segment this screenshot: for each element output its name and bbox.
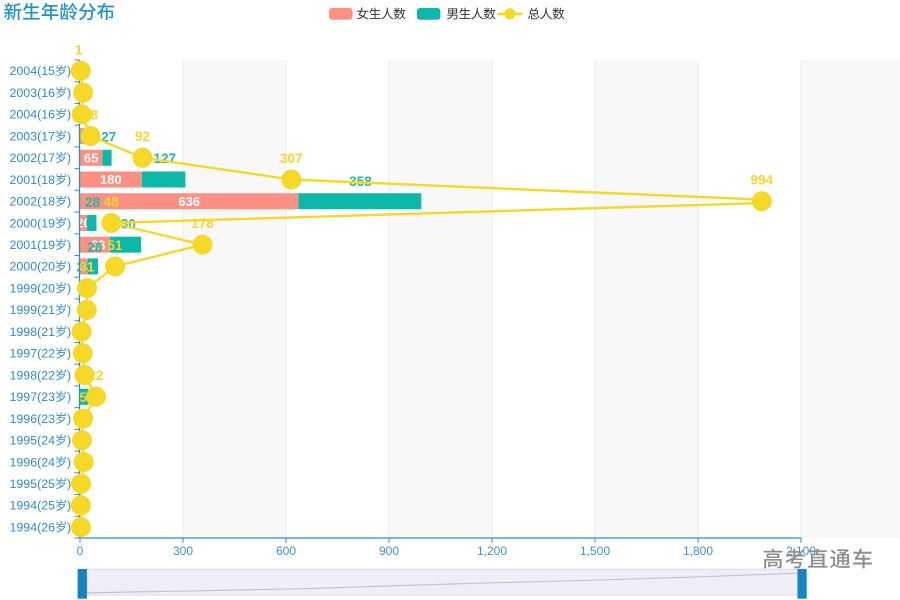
svg-text:994: 994 [751, 173, 774, 188]
svg-text:2001(18: 2001(18 [10, 173, 56, 187]
svg-text:): ) [67, 347, 71, 361]
svg-text:27: 27 [101, 129, 116, 144]
svg-text:1994(26: 1994(26 [10, 520, 56, 534]
svg-text:): ) [67, 64, 71, 78]
svg-text:1995(24: 1995(24 [10, 434, 56, 448]
svg-text:): ) [67, 434, 71, 448]
svg-text:2002(17: 2002(17 [10, 151, 56, 165]
svg-text:1994(25: 1994(25 [10, 499, 56, 513]
svg-text:): ) [67, 390, 71, 404]
svg-text:): ) [67, 303, 71, 317]
svg-text:1995(25: 1995(25 [10, 477, 56, 491]
svg-text:300: 300 [173, 544, 193, 558]
svg-text:): ) [67, 173, 71, 187]
svg-text:88: 88 [91, 237, 105, 252]
svg-text:2003(16: 2003(16 [10, 86, 56, 100]
svg-text:1,800: 1,800 [683, 544, 713, 558]
svg-text:23: 23 [77, 259, 91, 274]
svg-text:1997(22: 1997(22 [10, 347, 56, 361]
svg-text:): ) [67, 260, 71, 274]
svg-text:307: 307 [280, 151, 303, 166]
svg-text:65: 65 [84, 150, 98, 165]
svg-text:2003(17: 2003(17 [10, 129, 56, 143]
svg-text:): ) [67, 368, 71, 382]
svg-text:): ) [67, 412, 71, 426]
svg-text:): ) [67, 216, 71, 230]
svg-text:1996(23: 1996(23 [10, 412, 56, 426]
svg-text:51: 51 [107, 238, 123, 253]
svg-text:0: 0 [77, 544, 84, 558]
svg-text:2002(18: 2002(18 [10, 195, 56, 209]
svg-text:): ) [67, 108, 71, 122]
svg-text:180: 180 [100, 172, 122, 187]
svg-text:2000(19: 2000(19 [10, 216, 56, 230]
svg-text:92: 92 [135, 129, 150, 144]
svg-text:1: 1 [75, 42, 83, 57]
svg-text:2004(16: 2004(16 [10, 108, 56, 122]
svg-text:1996(24: 1996(24 [10, 455, 56, 469]
svg-text:2004(15: 2004(15 [10, 64, 56, 78]
svg-text:): ) [67, 455, 71, 469]
svg-text:1,500: 1,500 [580, 544, 610, 558]
svg-text:): ) [67, 281, 71, 295]
svg-text:81: 81 [79, 260, 95, 275]
svg-text:): ) [67, 477, 71, 491]
svg-text:178: 178 [191, 216, 214, 231]
svg-text:1997(23: 1997(23 [10, 390, 56, 404]
svg-text:): ) [67, 86, 71, 100]
svg-text:600: 600 [276, 544, 296, 558]
svg-text:): ) [67, 151, 71, 165]
svg-text:2001(19: 2001(19 [10, 238, 56, 252]
svg-text:127: 127 [153, 151, 176, 166]
svg-text:): ) [67, 129, 71, 143]
svg-text:5: 5 [79, 390, 87, 405]
svg-text:1998(21: 1998(21 [10, 325, 56, 339]
svg-text:): ) [67, 499, 71, 513]
svg-text:48: 48 [104, 194, 120, 209]
svg-text:636: 636 [178, 194, 200, 209]
svg-text:28: 28 [77, 260, 93, 275]
svg-text:28: 28 [85, 195, 101, 210]
svg-text:900: 900 [379, 544, 399, 558]
svg-text:1999(20: 1999(20 [10, 281, 56, 295]
svg-text:): ) [67, 195, 71, 209]
svg-text:1,200: 1,200 [477, 544, 507, 558]
svg-text:): ) [67, 238, 71, 252]
svg-text:2000(20: 2000(20 [10, 260, 56, 274]
svg-text:1999(21: 1999(21 [10, 303, 56, 317]
svg-text:): ) [67, 325, 71, 339]
svg-text:1998(22: 1998(22 [10, 368, 56, 382]
svg-text:28: 28 [87, 240, 103, 255]
svg-text:): ) [67, 520, 71, 534]
